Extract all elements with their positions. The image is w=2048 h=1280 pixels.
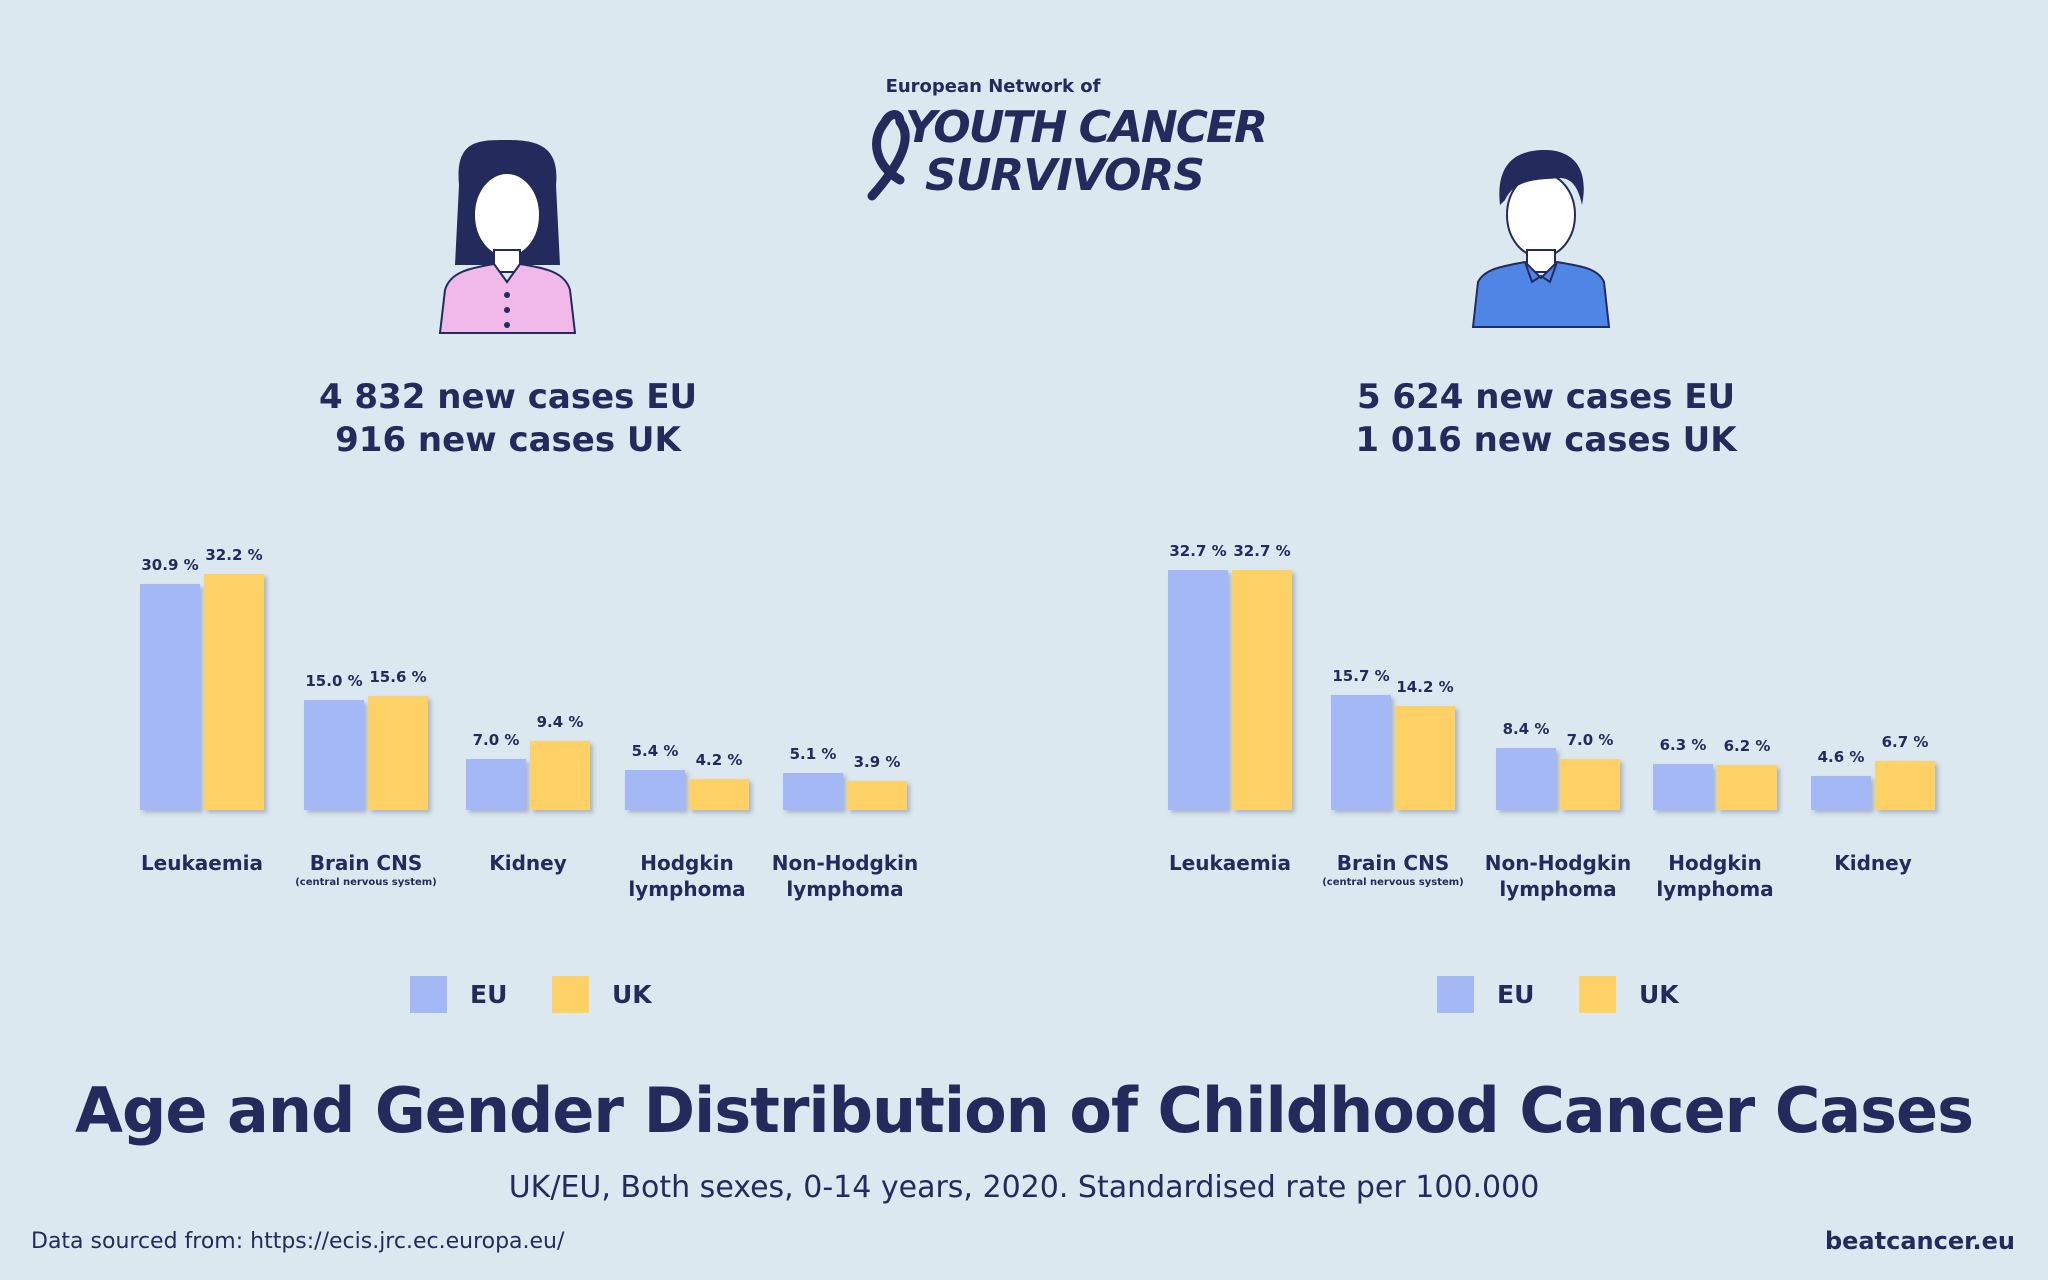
value-label: 15.7 % — [1332, 666, 1390, 685]
headline: 1 016 new cases UK — [1355, 420, 1737, 460]
value-label: 7.0 % — [1566, 730, 1614, 749]
headline: 5 624 new cases EU — [1356, 377, 1736, 417]
value-label: 5.4 % — [631, 742, 679, 761]
category-note: (central nervous system) — [295, 877, 437, 888]
value-label: 5.1 % — [789, 744, 837, 763]
value-label: 9.4 % — [536, 713, 584, 732]
bar — [466, 758, 526, 810]
bar — [1811, 776, 1871, 810]
category-label: Leukaemia — [140, 851, 264, 875]
legend-label: EU — [1497, 980, 1535, 1009]
site: beatcancer.eu — [1824, 1227, 2015, 1255]
legend-swatch — [552, 976, 589, 1013]
legend-label: EU — [470, 980, 508, 1009]
category-label: Hodgkin lymphoma — [628, 851, 746, 901]
woman-icon — [438, 140, 577, 334]
category-label: Brain CNS (central nervous system) — [286, 850, 446, 890]
headline: 4 832 new cases EU — [318, 377, 698, 417]
legend-swatch — [1437, 976, 1474, 1013]
value-label: 8.4 % — [1502, 720, 1550, 739]
bar — [368, 695, 428, 810]
category-label: Non-Hodgkin lymphoma — [771, 851, 919, 901]
value-label: 4.2 % — [695, 751, 743, 770]
value-label: 6.7 % — [1881, 732, 1929, 751]
value-label: 32.2 % — [205, 545, 263, 564]
man-icon — [1471, 150, 1611, 328]
bar — [847, 781, 907, 810]
legend-swatch — [410, 976, 447, 1013]
bar — [1875, 760, 1935, 810]
headline: 916 new cases UK — [335, 420, 681, 460]
legend-label: UK — [1639, 980, 1679, 1009]
bar — [1717, 764, 1777, 810]
bar — [1560, 758, 1620, 810]
value-label: 6.2 % — [1723, 736, 1771, 755]
bar — [530, 741, 590, 810]
category-label: Hodgkin lymphoma — [1656, 851, 1774, 901]
bar — [304, 700, 364, 810]
value-label: 32.7 % — [1169, 542, 1227, 561]
ribbon — [867, 110, 910, 201]
bar — [1168, 570, 1228, 810]
value-label: 3.9 % — [853, 753, 901, 772]
category-label: Kidney — [489, 851, 567, 875]
value-label: 6.3 % — [1659, 735, 1707, 754]
bar — [1395, 705, 1455, 810]
logo-line: YOUTH CANCER — [905, 102, 1268, 153]
value-label: 30.9 % — [141, 555, 199, 574]
bar — [1653, 763, 1713, 810]
title: Age and Gender Distribution of Childhood… — [74, 1074, 1974, 1147]
subtitle: UK/EU, Both sexes, 0-14 years, 2020. Sta… — [508, 1170, 1540, 1205]
category-label: Brain CNS (central nervous system) — [1313, 850, 1473, 890]
bar — [689, 779, 749, 810]
category-label: Leukaemia — [1168, 851, 1292, 875]
category-note: (central nervous system) — [1322, 877, 1464, 888]
value-label: 14.2 % — [1396, 677, 1454, 696]
category-label: Kidney — [1834, 851, 1912, 875]
bar — [1331, 694, 1391, 810]
value-label: 7.0 % — [472, 730, 520, 749]
source: Data sourced from: https://ecis.jrc.ec.e… — [31, 1229, 565, 1254]
legend-label: UK — [612, 980, 652, 1009]
value-label: 15.0 % — [305, 672, 363, 691]
bar — [1496, 748, 1556, 810]
bar — [783, 772, 843, 810]
legend-swatch — [1579, 976, 1616, 1013]
value-label: 15.6 % — [369, 667, 427, 686]
value-label: 32.7 % — [1233, 542, 1291, 561]
bar — [625, 770, 685, 810]
bar — [1232, 570, 1292, 810]
logo-network: European Network of — [885, 76, 1101, 97]
logo-line: SURVIVORS — [925, 150, 1205, 201]
category-label: Non-Hodgkin lymphoma — [1484, 851, 1632, 901]
bar — [204, 573, 264, 810]
value-label: 4.6 % — [1817, 748, 1865, 767]
bar — [140, 583, 200, 810]
